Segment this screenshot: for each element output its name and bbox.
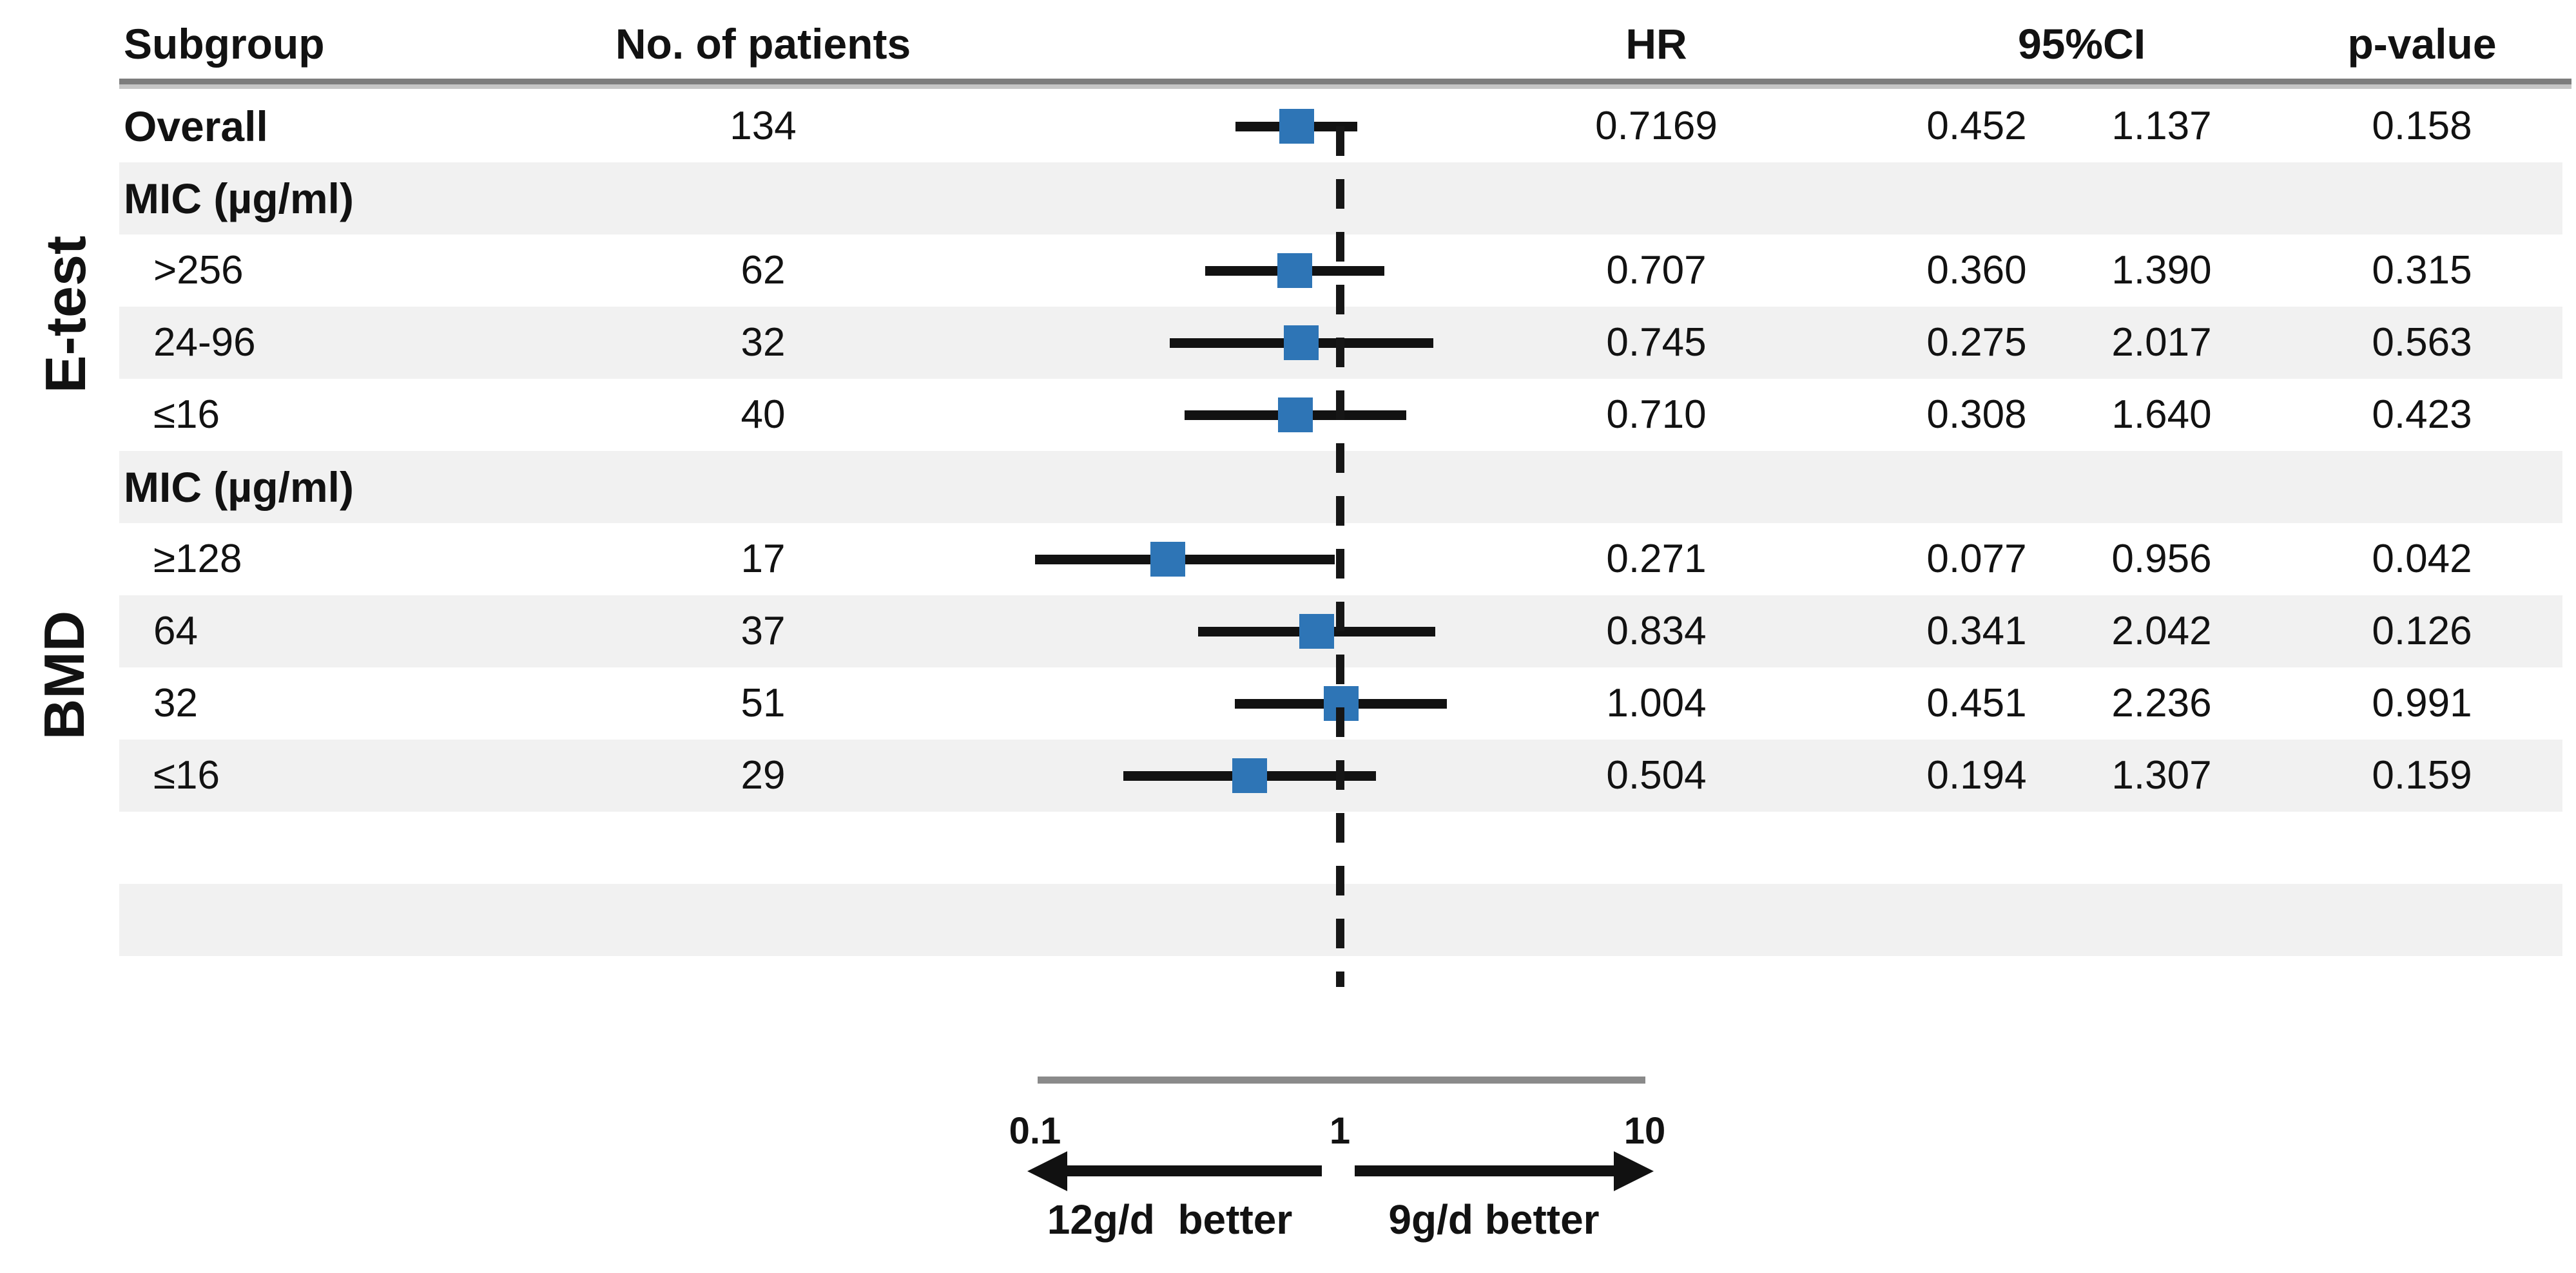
p-value: 0.159 xyxy=(2372,753,2472,798)
hr-marker xyxy=(1150,542,1185,577)
hr-value: 0.7169 xyxy=(1595,104,1718,148)
patients-value: 37 xyxy=(741,609,786,653)
column-header-patients: No. of patients xyxy=(615,20,911,68)
ci-low-value: 0.077 xyxy=(1926,537,2027,581)
ci-high-value: 1.307 xyxy=(2111,753,2212,798)
subgroup-label: 32 xyxy=(153,681,198,725)
x-axis-tick-1: 1 xyxy=(1329,1110,1351,1152)
ci-high-value: 1.137 xyxy=(2111,104,2212,148)
x-axis-tick-10: 10 xyxy=(1623,1110,1666,1152)
hr-value: 0.707 xyxy=(1606,248,1707,292)
right-arrow-icon xyxy=(1614,1151,1654,1191)
group-label-etest: E-test xyxy=(34,235,97,394)
left-arrow-label: 12g/d better xyxy=(1047,1196,1293,1243)
ci-high-value: 2.017 xyxy=(2111,320,2212,365)
right-arrow-label: 9g/d better xyxy=(1388,1196,1600,1243)
hr-value: 0.745 xyxy=(1606,320,1707,365)
hr-value: 1.004 xyxy=(1606,681,1707,725)
p-value: 0.563 xyxy=(2372,320,2472,365)
column-header-subgroup: Subgroup xyxy=(124,20,325,68)
ci-low-value: 0.451 xyxy=(1926,681,2027,725)
ci-low-value: 0.341 xyxy=(1926,609,2027,653)
hr-value: 0.271 xyxy=(1606,537,1707,581)
hr-marker xyxy=(1232,758,1268,793)
subgroup-label: Overall xyxy=(124,102,268,150)
subgroup-label: ≤16 xyxy=(153,753,220,798)
p-value: 0.042 xyxy=(2372,537,2472,581)
hr-value: 0.710 xyxy=(1606,392,1707,437)
p-value: 0.315 xyxy=(2372,248,2472,292)
hr-marker xyxy=(1299,614,1334,649)
column-header-hr: HR xyxy=(1625,20,1687,68)
hr-marker xyxy=(1284,325,1319,360)
hr-value: 0.504 xyxy=(1606,753,1707,798)
left-arrow-bar xyxy=(1063,1165,1322,1176)
header-underline xyxy=(119,79,2571,89)
ci-low-value: 0.452 xyxy=(1926,104,2027,148)
subgroup-label: MIC (µg/ml) xyxy=(124,463,354,511)
subgroup-label: ≤16 xyxy=(153,392,220,437)
ci-low-value: 0.275 xyxy=(1926,320,2027,365)
patients-value: 40 xyxy=(741,392,786,437)
left-arrow-icon xyxy=(1027,1151,1067,1191)
column-header-ci: 95%CI xyxy=(2017,20,2146,68)
right-arrow-bar xyxy=(1355,1165,1615,1176)
x-axis-line xyxy=(1038,1077,1645,1084)
hr-marker xyxy=(1277,397,1313,432)
hr-marker xyxy=(1277,253,1312,288)
ci-low-value: 0.360 xyxy=(1926,248,2027,292)
reference-line-hr1 xyxy=(1336,126,1344,987)
subgroup-label: ≥128 xyxy=(153,537,242,581)
x-axis-tick-0.1: 0.1 xyxy=(1009,1110,1061,1152)
patients-value: 62 xyxy=(741,248,786,292)
ci-low-value: 0.308 xyxy=(1926,392,2027,437)
patients-value: 17 xyxy=(741,537,786,581)
p-value: 0.158 xyxy=(2372,104,2472,148)
p-value: 0.126 xyxy=(2372,609,2472,653)
patients-value: 32 xyxy=(741,320,786,365)
subgroup-label: >256 xyxy=(153,248,244,292)
patients-value: 29 xyxy=(741,753,786,798)
subgroup-label: MIC (µg/ml) xyxy=(124,175,354,222)
ci-high-value: 2.042 xyxy=(2111,609,2212,653)
ci-high-value: 0.956 xyxy=(2111,537,2212,581)
hr-value: 0.834 xyxy=(1606,609,1707,653)
column-header-pvalue: p-value xyxy=(2347,20,2497,68)
ci-high-value: 1.390 xyxy=(2111,248,2212,292)
group-label-bmd: BMD xyxy=(32,610,96,740)
ci-high-value: 2.236 xyxy=(2111,681,2212,725)
ci-low-value: 0.194 xyxy=(1926,753,2027,798)
patients-value: 134 xyxy=(730,104,797,148)
subgroup-label: 24-96 xyxy=(153,320,256,365)
p-value: 0.991 xyxy=(2372,681,2472,725)
patients-value: 51 xyxy=(741,681,786,725)
p-value: 0.423 xyxy=(2372,392,2472,437)
hr-marker xyxy=(1279,109,1314,144)
ci-high-value: 1.640 xyxy=(2111,392,2212,437)
subgroup-label: 64 xyxy=(153,609,198,653)
